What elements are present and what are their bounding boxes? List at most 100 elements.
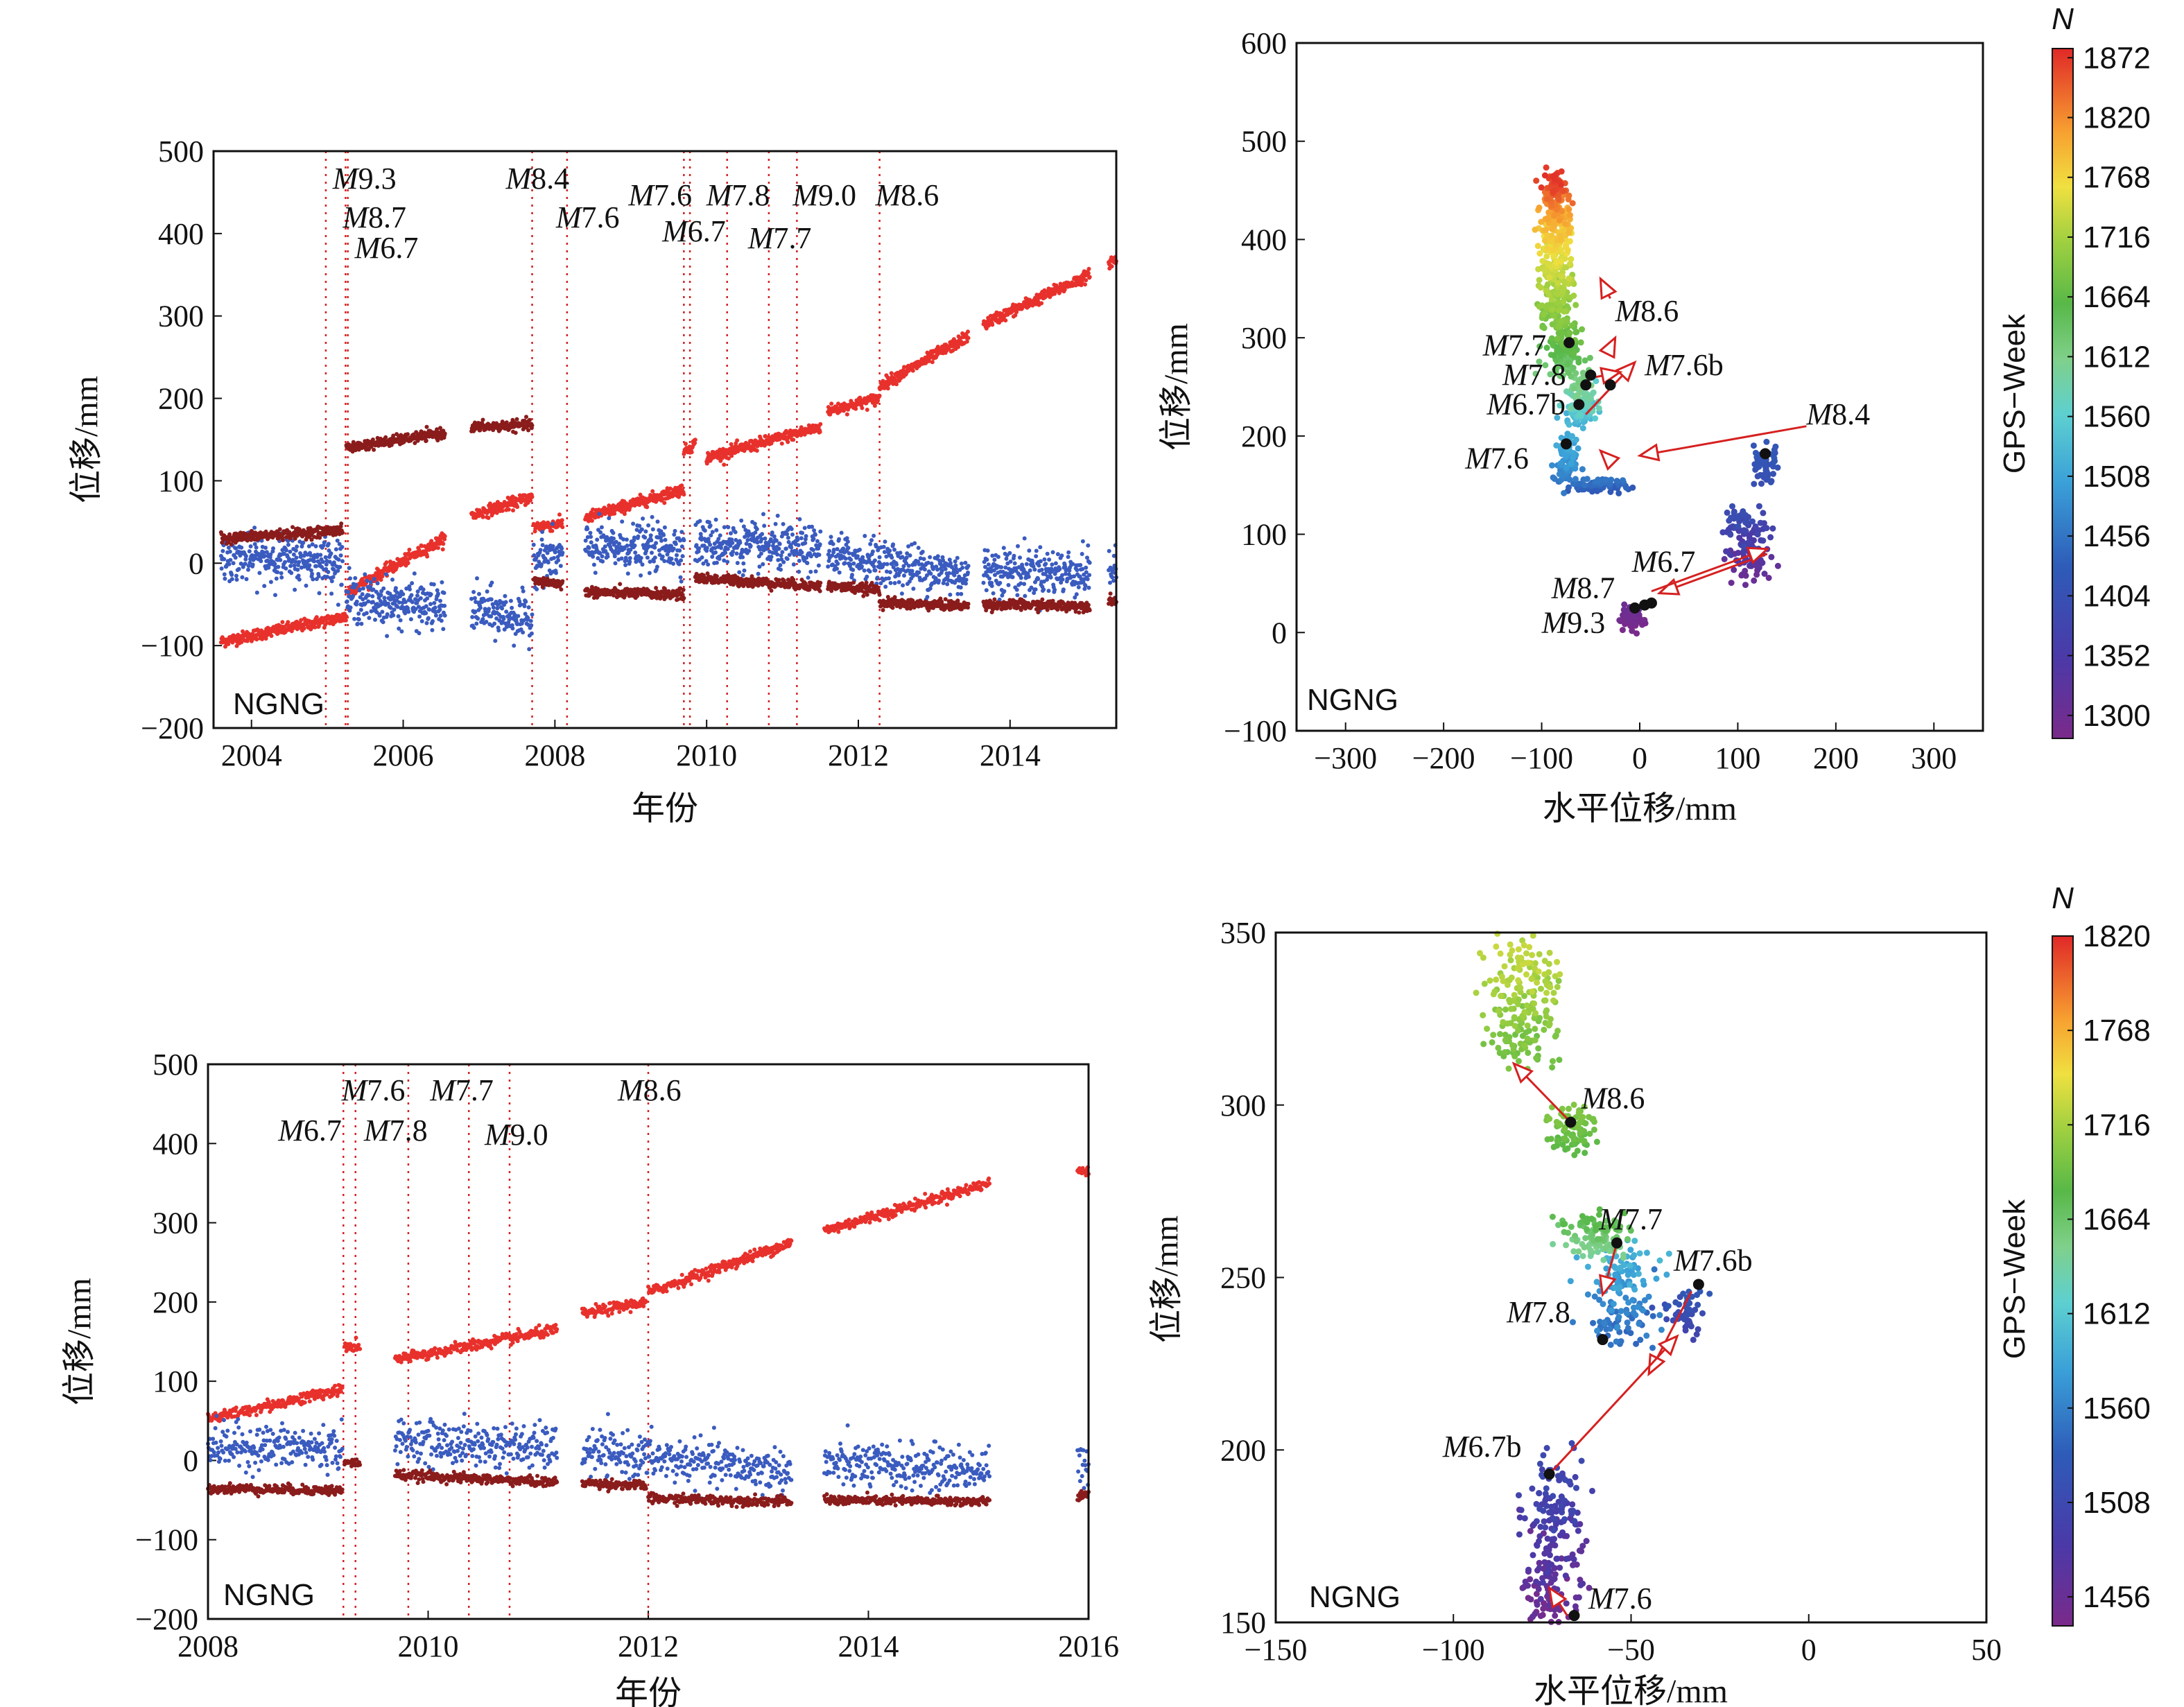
data-point-north xyxy=(529,631,534,636)
data-point-north xyxy=(663,537,668,542)
data-point-north xyxy=(553,550,557,555)
y-tick-label: 400 xyxy=(158,217,204,251)
data-point-north xyxy=(766,543,771,548)
data-point-north xyxy=(984,588,989,593)
data-point-up xyxy=(339,521,344,526)
data-point-east xyxy=(314,615,319,620)
data-point-north xyxy=(489,597,494,602)
data-point-north xyxy=(639,555,643,560)
data-point-east xyxy=(486,516,491,520)
data-point-north xyxy=(773,521,778,526)
data-point-north xyxy=(672,532,677,537)
data-point-north xyxy=(655,519,660,524)
data-point-north xyxy=(662,525,667,530)
data-point-north xyxy=(633,551,638,555)
data-point-north xyxy=(1004,556,1009,561)
data-point-north xyxy=(1027,548,1032,553)
data-point-north xyxy=(873,568,878,573)
data-point-north xyxy=(339,582,344,587)
data-point-up xyxy=(245,538,250,543)
data-point-north xyxy=(385,612,390,616)
data-point-north xyxy=(729,531,733,536)
data-point-north xyxy=(1037,563,1041,568)
data-point-north xyxy=(1007,551,1012,555)
data-point-north xyxy=(379,593,383,598)
data-point-north xyxy=(839,530,844,535)
data-point-north xyxy=(410,581,415,586)
data-point-east xyxy=(791,437,796,442)
data-point-north xyxy=(725,560,730,564)
data-point-north xyxy=(297,560,302,564)
data-point-north xyxy=(600,559,605,564)
data-point-east xyxy=(930,360,935,365)
data-point-north xyxy=(295,567,300,572)
data-point-north xyxy=(1016,544,1020,548)
data-point-north xyxy=(222,572,227,577)
data-point-north xyxy=(585,526,590,531)
data-point-north xyxy=(1012,553,1016,558)
data-point-north xyxy=(813,532,817,537)
data-point-east xyxy=(589,519,594,523)
data-point-north xyxy=(250,562,255,567)
data-point-north xyxy=(442,603,447,608)
data-point-north xyxy=(240,575,245,580)
data-point-north xyxy=(412,571,417,576)
data-point-north xyxy=(234,578,239,582)
data-point-north xyxy=(1033,587,1038,592)
data-point-north xyxy=(501,616,506,621)
data-point-north xyxy=(1075,568,1080,573)
data-point-north xyxy=(863,534,867,538)
data-point-east xyxy=(885,386,890,391)
data-point-north xyxy=(293,548,298,553)
data-point-north xyxy=(637,523,642,528)
data-point-north xyxy=(1034,548,1039,553)
data-point-north xyxy=(1038,545,1043,550)
data-point-north xyxy=(335,538,340,543)
data-point-north xyxy=(278,557,283,562)
data-point-north xyxy=(896,580,901,584)
data-point-north xyxy=(669,557,674,561)
data-point-north xyxy=(908,553,912,558)
data-point-north xyxy=(948,592,953,597)
data-point-north xyxy=(329,551,333,556)
data-point-north xyxy=(891,542,896,547)
data-point-north xyxy=(781,560,786,564)
data-point-north xyxy=(535,587,539,591)
y-tick-label: 300 xyxy=(158,300,204,333)
data-point-north xyxy=(648,533,653,538)
data-point-up xyxy=(480,417,485,422)
data-point-north xyxy=(960,565,965,570)
data-point-up xyxy=(524,415,528,419)
data-point-east xyxy=(966,336,971,340)
data-point-north xyxy=(583,538,588,543)
data-point-north xyxy=(844,536,849,541)
data-point-north xyxy=(697,546,702,551)
data-point-north xyxy=(812,528,817,532)
data-point-north xyxy=(625,571,630,576)
data-point-north xyxy=(360,592,365,596)
data-point-north xyxy=(1066,555,1071,560)
data-point-north xyxy=(546,560,551,565)
data-point-north xyxy=(680,554,685,559)
data-point-north xyxy=(1057,566,1062,571)
data-point-north xyxy=(345,599,349,604)
data-point-north xyxy=(314,564,319,569)
data-point-north xyxy=(409,593,414,598)
data-point-north xyxy=(324,562,329,567)
data-point-north xyxy=(636,534,641,539)
data-point-east xyxy=(786,440,790,444)
data-point-north xyxy=(917,570,921,575)
data-point-up xyxy=(527,417,532,422)
data-point-north xyxy=(1034,554,1039,559)
data-point-north xyxy=(368,580,373,584)
data-point-north xyxy=(947,571,952,575)
data-point-east xyxy=(379,578,383,582)
data-point-north xyxy=(740,573,745,578)
data-point-north xyxy=(639,573,643,578)
data-point-north xyxy=(868,541,873,546)
data-point-north xyxy=(899,591,904,596)
data-point-north xyxy=(236,566,241,571)
data-point-east xyxy=(844,412,849,417)
data-point-north xyxy=(431,582,436,587)
data-point-east xyxy=(1109,264,1114,269)
